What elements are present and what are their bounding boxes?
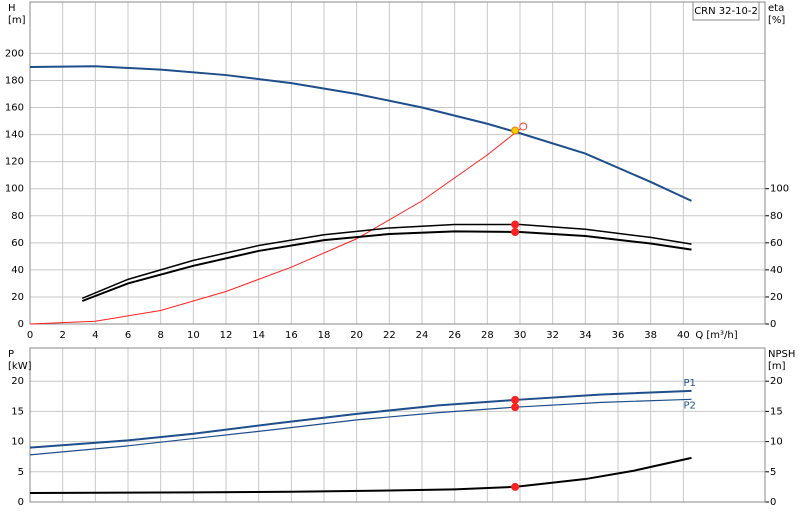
y-axis-label: H bbox=[8, 3, 16, 14]
x-tick-label: 26 bbox=[448, 330, 461, 341]
x-tick-label: 30 bbox=[514, 330, 527, 341]
y2-tick-label: 0 bbox=[770, 319, 776, 330]
data-point bbox=[511, 403, 520, 412]
x-tick-label: 40 bbox=[677, 330, 690, 341]
plot-frame bbox=[29, 347, 766, 503]
curve bbox=[29, 65, 692, 202]
x-tick-label: 34 bbox=[579, 330, 592, 341]
y2-tick-label: 0 bbox=[770, 497, 776, 508]
x-tick-label: 28 bbox=[481, 330, 494, 341]
y2-tick-label: 20 bbox=[770, 292, 783, 303]
y2-tick-label: 20 bbox=[770, 376, 783, 387]
x-axis-label: Q [m³/h] bbox=[695, 330, 737, 341]
x-tick-label: 0 bbox=[27, 330, 33, 341]
y2-axis-label: NPSH bbox=[768, 349, 795, 360]
y-tick-label: 0 bbox=[18, 497, 24, 508]
curve bbox=[29, 126, 524, 325]
x-tick-label: 4 bbox=[92, 330, 98, 341]
series-label: P2 bbox=[684, 400, 696, 411]
y-tick-label: 5 bbox=[18, 467, 24, 478]
y-tick-label: 15 bbox=[11, 406, 24, 417]
data-point bbox=[519, 122, 528, 131]
data-point bbox=[511, 126, 520, 135]
x-tick-label: 18 bbox=[318, 330, 331, 341]
y2-tick-label: 60 bbox=[770, 238, 783, 249]
series-label: P1 bbox=[684, 378, 696, 389]
x-tick-label: 10 bbox=[187, 330, 200, 341]
y2-tick-label: 15 bbox=[770, 406, 783, 417]
data-point bbox=[511, 220, 520, 229]
y-axis-unit: [m] bbox=[8, 15, 26, 26]
y2-axis-unit: [m] bbox=[768, 361, 786, 372]
y-tick-label: 20 bbox=[11, 376, 24, 387]
data-point bbox=[511, 228, 520, 236]
x-tick-label: 2 bbox=[59, 330, 65, 341]
curve bbox=[29, 456, 692, 494]
y-tick-label: 100 bbox=[5, 184, 24, 195]
x-tick-label: 12 bbox=[220, 330, 233, 341]
y-tick-label: 20 bbox=[11, 292, 24, 303]
x-tick-label: 22 bbox=[383, 330, 396, 341]
y-tick-label: 180 bbox=[5, 75, 24, 86]
y2-tick-label: 100 bbox=[770, 184, 789, 195]
curve bbox=[81, 230, 692, 302]
x-tick-label: 32 bbox=[546, 330, 559, 341]
y-tick-label: 80 bbox=[11, 211, 24, 222]
x-tick-label: 36 bbox=[612, 330, 625, 341]
y2-axis-label: eta bbox=[768, 3, 784, 14]
y2-tick-label: 5 bbox=[770, 467, 776, 478]
y-axis-unit: [kW] bbox=[8, 361, 32, 372]
x-tick-label: 16 bbox=[285, 330, 298, 341]
y-tick-label: 160 bbox=[5, 103, 24, 114]
plot-frame bbox=[29, 1, 766, 325]
x-tick-label: 6 bbox=[125, 330, 131, 341]
y2-tick-label: 40 bbox=[770, 265, 783, 276]
x-tick-label: 24 bbox=[416, 330, 429, 341]
y2-axis-unit: [%] bbox=[768, 15, 785, 26]
data-point bbox=[511, 395, 520, 404]
annotation: CRN 32-10-2 bbox=[694, 6, 758, 17]
y-tick-label: 200 bbox=[5, 48, 24, 59]
y-tick-label: 10 bbox=[11, 437, 24, 448]
curve bbox=[81, 223, 692, 299]
y-tick-label: 140 bbox=[5, 130, 24, 141]
y-tick-label: 120 bbox=[5, 157, 24, 168]
annotation-box bbox=[692, 1, 760, 21]
data-point bbox=[511, 482, 520, 491]
y-axis-label: P bbox=[8, 349, 14, 360]
x-tick-label: 14 bbox=[252, 330, 265, 341]
x-tick-label: 8 bbox=[157, 330, 163, 341]
y-tick-label: 0 bbox=[18, 319, 24, 330]
y2-tick-label: 80 bbox=[770, 211, 783, 222]
x-tick-label: 38 bbox=[644, 330, 657, 341]
y-tick-label: 40 bbox=[11, 265, 24, 276]
y-tick-label: 60 bbox=[11, 238, 24, 249]
curve bbox=[29, 398, 692, 456]
curve bbox=[29, 389, 692, 449]
x-tick-label: 20 bbox=[350, 330, 363, 341]
y2-tick-label: 10 bbox=[770, 437, 783, 448]
